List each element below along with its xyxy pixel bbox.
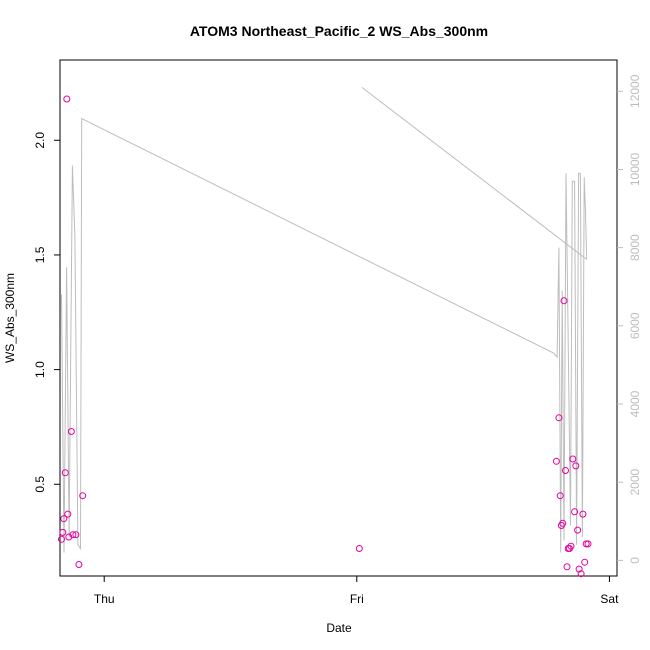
data-point [60, 515, 68, 523]
series-layer [58, 87, 592, 578]
y-right-tick-label: 6000 [628, 312, 642, 339]
chart-title: ATOM3 Northeast_Pacific_2 WS_Abs_300nm [190, 23, 488, 39]
data-point [574, 526, 582, 534]
data-point [577, 570, 585, 578]
x-tick-label: Thu [94, 592, 115, 606]
data-point [61, 469, 69, 477]
data-point [572, 462, 580, 470]
data-point [581, 558, 589, 566]
y-right-tick-label: 2000 [628, 469, 642, 496]
x-tick-label: Fri [350, 592, 364, 606]
data-point [72, 531, 80, 539]
data-point [579, 510, 587, 518]
data-point [567, 542, 575, 550]
data-point [79, 492, 87, 500]
data-point [59, 528, 67, 536]
data-point [571, 508, 579, 516]
data-point [563, 563, 571, 571]
data-point [569, 455, 577, 463]
y-right-tick-label: 4000 [628, 390, 642, 417]
y-left-tick-label: 2.0 [33, 132, 47, 149]
altitude-line-2 [361, 87, 588, 260]
y-left-tick-label: 1.0 [33, 361, 47, 378]
data-point [560, 297, 568, 305]
y-right-tick-label: 12000 [628, 74, 642, 108]
x-tick-label: Sat [600, 592, 619, 606]
y-right-tick-label: 8000 [628, 234, 642, 261]
altitude-line-1 [61, 117, 588, 553]
data-point [67, 428, 75, 435]
data-point [75, 561, 83, 568]
data-point [69, 531, 77, 539]
data-point [575, 565, 583, 573]
y-axis-right: 0 2000 4000 6000 8000 10000 12000 [617, 74, 642, 564]
data-point [552, 457, 560, 465]
data-point [562, 467, 569, 474]
data-point [584, 540, 592, 548]
data-point [63, 95, 71, 103]
y-axis-left: 0.5 1.0 1.5 2.0 [33, 132, 60, 493]
data-point [559, 519, 567, 527]
y-right-tick-label: 10000 [628, 152, 642, 186]
data-point [65, 533, 73, 541]
plot-area-frame [59, 59, 618, 577]
data-point [58, 535, 65, 543]
y-axis-label: WS_Abs_300nm [3, 273, 17, 363]
data-point [556, 492, 564, 500]
y-right-tick-label: 0 [628, 557, 642, 564]
x-axis: Thu Fri Sat [94, 576, 619, 606]
data-point [355, 545, 363, 552]
data-point [64, 510, 72, 518]
x-axis-label: Date [326, 621, 352, 635]
y-left-tick-label: 1.5 [33, 246, 47, 263]
y-left-tick-label: 0.5 [33, 476, 47, 493]
data-point [555, 414, 563, 422]
